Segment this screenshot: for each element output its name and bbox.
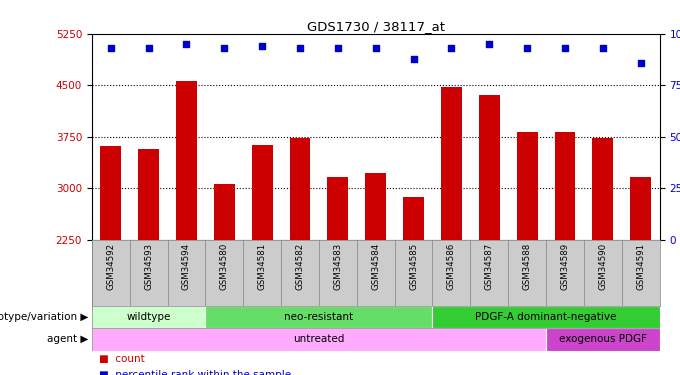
Text: GSM34590: GSM34590 — [598, 243, 607, 290]
Point — [635, 60, 646, 66]
Bar — [290, 138, 310, 240]
Text: GSM34586: GSM34586 — [447, 243, 456, 290]
Point — [333, 45, 343, 51]
Bar — [328, 177, 348, 240]
Point — [294, 45, 305, 51]
Text: neo-resistant: neo-resistant — [284, 312, 354, 322]
Text: agent ▶: agent ▶ — [47, 334, 88, 344]
Bar — [92, 306, 205, 328]
Bar — [365, 172, 386, 240]
Bar — [517, 132, 537, 240]
Point — [143, 45, 154, 51]
Point — [484, 41, 495, 47]
Text: GSM34591: GSM34591 — [636, 243, 645, 290]
Text: GSM34583: GSM34583 — [333, 243, 342, 290]
Bar — [138, 148, 159, 240]
Bar — [214, 184, 235, 240]
Bar — [592, 138, 613, 240]
Title: GDS1730 / 38117_at: GDS1730 / 38117_at — [307, 20, 445, 33]
Text: exogenous PDGF: exogenous PDGF — [559, 334, 647, 344]
Bar — [403, 196, 424, 240]
Text: GSM34581: GSM34581 — [258, 243, 267, 290]
Text: GSM34587: GSM34587 — [485, 243, 494, 290]
Bar — [441, 87, 462, 240]
Text: GSM34584: GSM34584 — [371, 243, 380, 290]
Text: ■  percentile rank within the sample: ■ percentile rank within the sample — [99, 370, 291, 375]
Text: untreated: untreated — [293, 334, 345, 344]
Point — [597, 45, 608, 51]
Bar — [546, 328, 660, 351]
Text: GSM34594: GSM34594 — [182, 243, 191, 290]
Text: GSM34592: GSM34592 — [106, 243, 115, 290]
Bar — [630, 177, 651, 240]
Point — [256, 43, 267, 49]
Bar — [205, 306, 432, 328]
Text: genotype/variation ▶: genotype/variation ▶ — [0, 312, 88, 322]
Bar — [101, 146, 121, 240]
Text: GSM34588: GSM34588 — [523, 243, 532, 290]
Bar — [176, 81, 197, 240]
Bar — [92, 328, 546, 351]
Text: ■  count: ■ count — [99, 354, 144, 364]
Text: PDGF-A dominant-negative: PDGF-A dominant-negative — [475, 312, 617, 322]
Text: GSM34589: GSM34589 — [560, 243, 569, 290]
Point — [370, 45, 381, 51]
Bar — [252, 145, 273, 240]
Point — [181, 41, 192, 47]
Point — [105, 45, 116, 51]
Point — [560, 45, 571, 51]
Point — [408, 56, 419, 62]
Text: GSM34585: GSM34585 — [409, 243, 418, 290]
Point — [219, 45, 230, 51]
Text: GSM34580: GSM34580 — [220, 243, 228, 290]
Bar — [555, 132, 575, 240]
Point — [522, 45, 532, 51]
Text: GSM34593: GSM34593 — [144, 243, 153, 290]
Point — [446, 45, 457, 51]
Bar — [479, 95, 500, 240]
Text: GSM34582: GSM34582 — [296, 243, 305, 290]
Bar — [432, 306, 660, 328]
Text: wildtype: wildtype — [126, 312, 171, 322]
